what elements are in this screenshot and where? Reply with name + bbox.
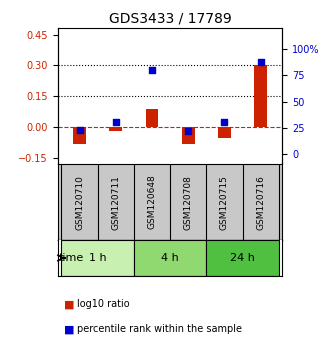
FancyBboxPatch shape (134, 240, 206, 276)
Text: 24 h: 24 h (230, 253, 255, 263)
Point (150, 67, 155, 73)
Bar (218, 127, 231, 137)
Text: GSM120710: GSM120710 (75, 175, 84, 229)
Text: 4 h: 4 h (161, 253, 179, 263)
Point (222, 120, 227, 125)
Bar (73, 127, 86, 144)
Text: ■: ■ (64, 299, 75, 309)
Text: GSM120708: GSM120708 (184, 175, 193, 229)
Title: GDS3433 / 17789: GDS3433 / 17789 (109, 12, 231, 26)
FancyBboxPatch shape (61, 240, 134, 276)
Bar (254, 65, 267, 127)
Text: GSM120716: GSM120716 (256, 175, 265, 229)
Point (113, 120, 118, 125)
Text: 1 h: 1 h (89, 253, 107, 263)
Text: GSM120648: GSM120648 (148, 175, 157, 229)
Bar (182, 127, 195, 144)
Text: GSM120711: GSM120711 (111, 175, 120, 229)
Point (186, 128, 191, 134)
Text: ■: ■ (64, 324, 75, 334)
Text: percentile rank within the sample: percentile rank within the sample (77, 324, 242, 334)
Bar (109, 127, 122, 131)
FancyBboxPatch shape (206, 240, 279, 276)
Bar (146, 109, 158, 127)
Point (77, 127, 82, 133)
Text: time: time (58, 253, 84, 263)
Text: GSM120715: GSM120715 (220, 175, 229, 229)
Text: log10 ratio: log10 ratio (77, 299, 130, 309)
Point (258, 59, 263, 65)
